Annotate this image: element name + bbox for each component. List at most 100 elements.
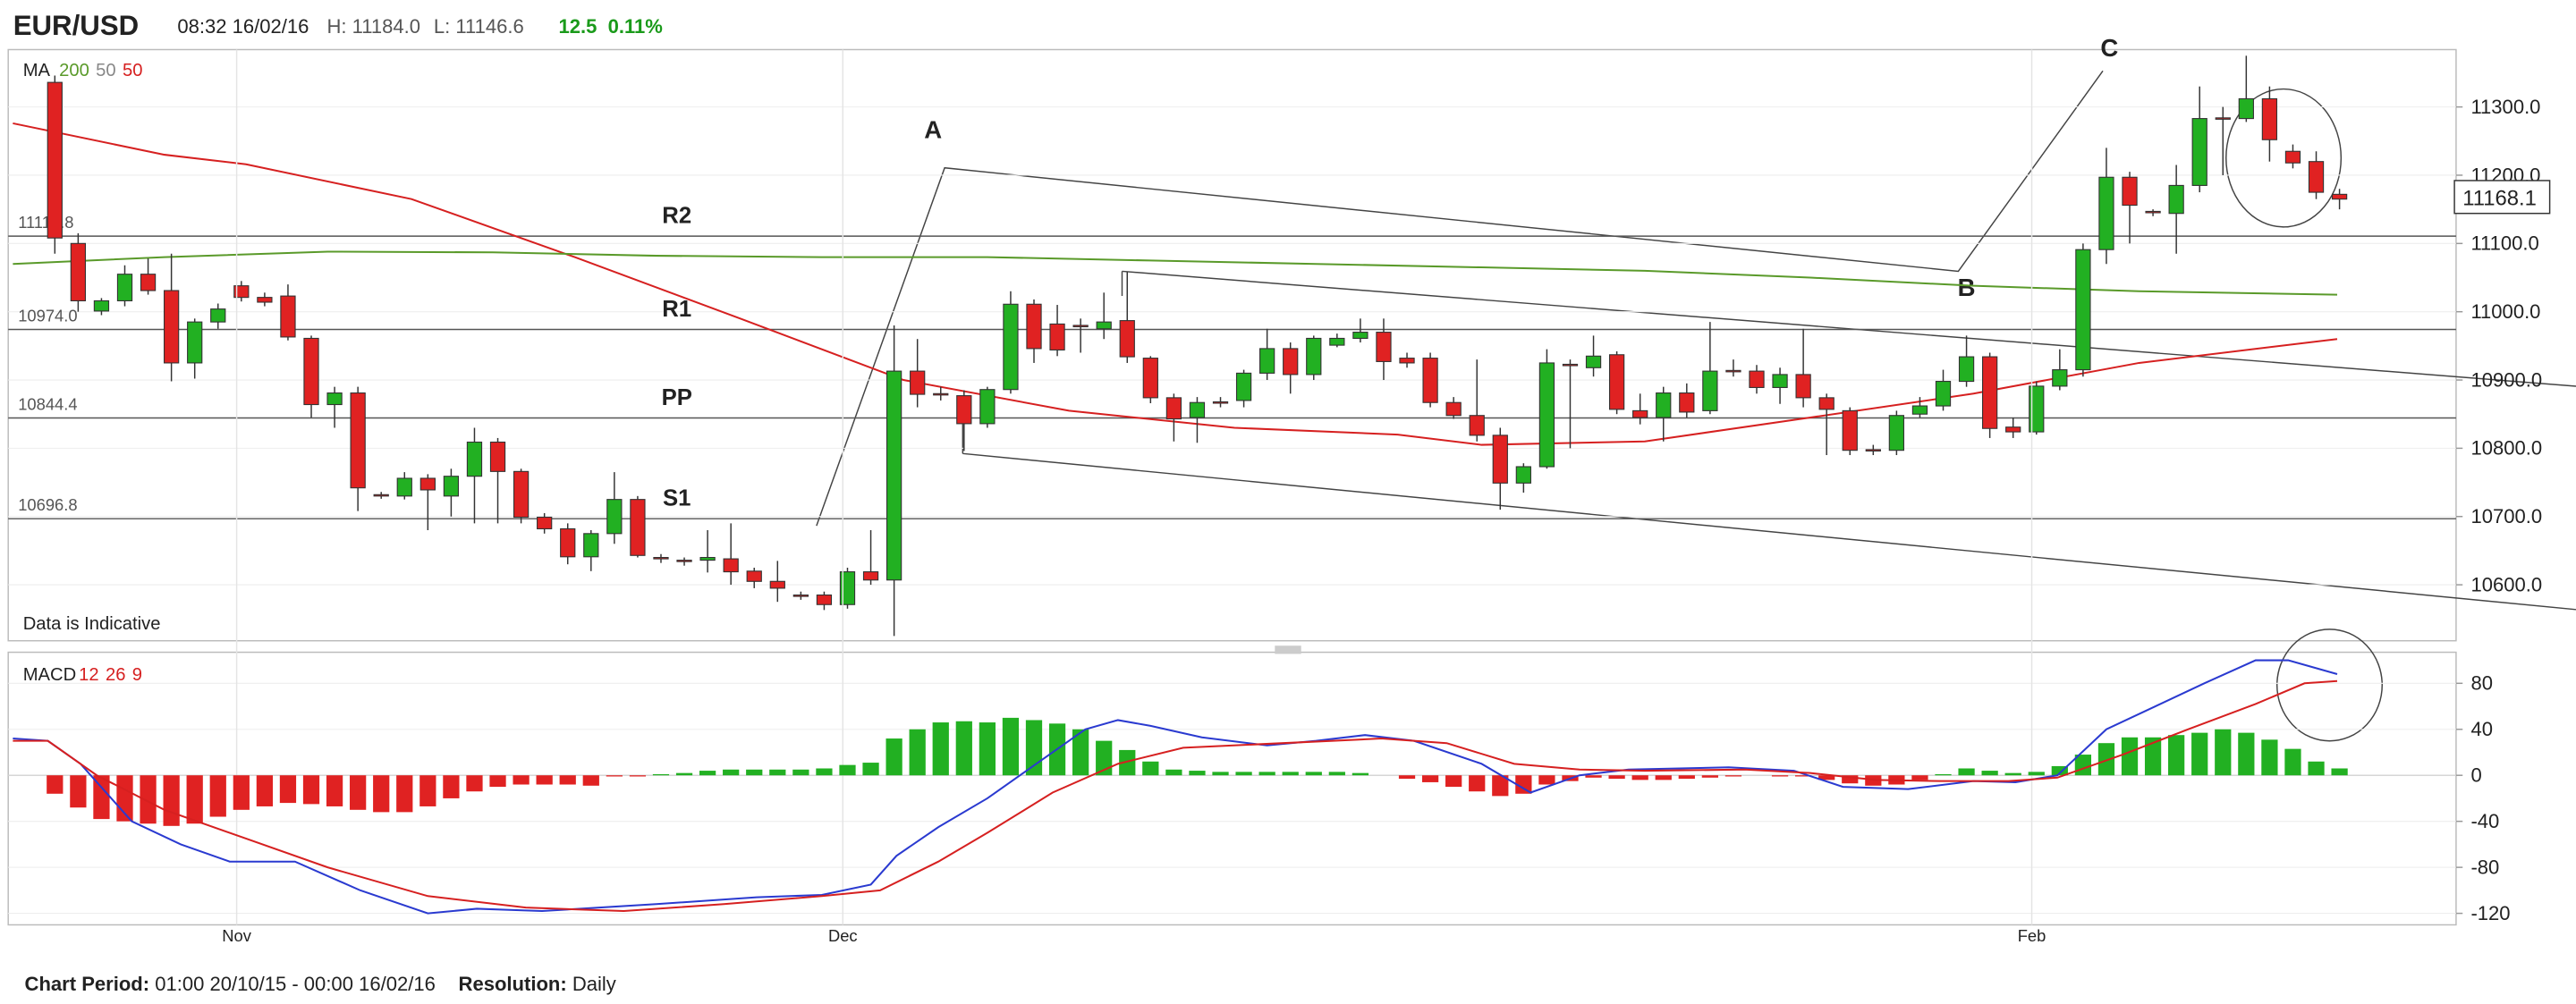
- candle-body: [1165, 397, 1182, 420]
- macd-histogram-bar: [2215, 729, 2232, 776]
- x-tick-label: Nov: [222, 926, 251, 945]
- candle-body: [1096, 321, 1112, 330]
- candle-body: [2052, 369, 2068, 387]
- price-pane: [7, 48, 2457, 642]
- candle-body: [2284, 150, 2301, 164]
- candle-body: [1003, 303, 1019, 391]
- macd-histogram-bar: [2121, 737, 2139, 776]
- candle-body: [47, 81, 63, 239]
- low: L: 11146.6: [434, 15, 524, 38]
- macd-histogram-bar: [1631, 775, 1648, 780]
- candle-body: [1422, 358, 1438, 403]
- macd-histogram-bar: [652, 773, 670, 776]
- macd-histogram-bar: [302, 775, 320, 805]
- candle-body: [1352, 332, 1368, 340]
- candle-body: [676, 560, 692, 562]
- candle-body: [933, 392, 949, 396]
- macd-histogram-bar: [1282, 772, 1299, 776]
- y-tick-label: 10600.0: [2470, 573, 2542, 595]
- macd-histogram-bar: [2238, 732, 2255, 776]
- candle-body: [1469, 415, 1485, 436]
- y-tick-label: 10700.0: [2470, 505, 2542, 527]
- candle-body: [2075, 249, 2091, 371]
- candle-body: [326, 392, 343, 406]
- pane-splitter[interactable]: [1275, 645, 1301, 654]
- macd-histogram-bar: [1189, 771, 1206, 776]
- macd-pane: [7, 651, 2457, 926]
- macd-histogram-bar: [1492, 775, 1509, 797]
- y-tick-label: 10900.0: [2470, 368, 2542, 391]
- macd-histogram-bar: [723, 769, 740, 776]
- candle-body: [1702, 370, 1718, 411]
- macd-histogram-bar: [489, 775, 506, 788]
- macd-histogram-bar: [2028, 772, 2045, 776]
- candle-body: [1306, 337, 1322, 375]
- candle-body: [2331, 193, 2348, 200]
- macd-legend: MACD: [23, 665, 76, 685]
- candle-body: [2145, 210, 2161, 214]
- resolution-label: Resolution:: [459, 973, 567, 995]
- y-tick-label: -40: [2470, 810, 2499, 832]
- candle-body: [2005, 426, 2021, 433]
- macd-legend-title: MACD: [23, 665, 76, 685]
- macd-histogram-bar: [2284, 748, 2301, 776]
- macd-histogram-bar: [675, 772, 693, 776]
- macd-histogram-bar: [1655, 775, 1672, 780]
- macd-histogram-bar: [209, 775, 226, 817]
- change: 12.5: [558, 15, 597, 38]
- macd-histogram-bar: [2308, 761, 2325, 776]
- candle-body: [466, 441, 483, 477]
- macd-histogram-bar: [1328, 772, 1345, 776]
- candle-body: [560, 527, 576, 558]
- macd-histogram-bar: [466, 775, 483, 792]
- candle-body: [1958, 356, 1975, 383]
- candle-body: [2261, 97, 2278, 140]
- macd-histogram-bar: [1212, 772, 1229, 776]
- candle-body: [816, 594, 833, 605]
- macd-histogram-bar: [1025, 720, 1043, 776]
- pivot-name: R2: [662, 203, 691, 228]
- macd-histogram-bar: [1445, 775, 1462, 788]
- candle-body: [419, 477, 436, 491]
- macd-histogram-bar: [1724, 775, 1742, 777]
- macd-histogram-bar: [233, 775, 250, 810]
- macd-histogram-bar: [1142, 761, 1159, 776]
- pivot-value: 11110.8: [18, 213, 73, 232]
- candle-body: [1259, 348, 1275, 374]
- candle-body: [1749, 370, 1765, 388]
- legend-item: 26: [106, 665, 125, 685]
- macd-line: [13, 679, 2338, 913]
- channel-upper: [1122, 270, 2576, 387]
- macd-histogram-bar: [582, 775, 599, 786]
- candle-body: [1795, 374, 1811, 399]
- legend-item: 9: [132, 665, 142, 685]
- macd-histogram-bar: [769, 769, 786, 776]
- macd-histogram-bar: [2331, 768, 2348, 776]
- time: 08:32 16/02/16: [177, 15, 309, 38]
- y-tick-label: 0: [2470, 764, 2481, 787]
- macd-histogram-bar: [1352, 772, 1369, 776]
- macd-histogram-bar: [1538, 775, 1555, 785]
- pivot-name: S1: [663, 485, 691, 510]
- candle-body: [70, 242, 87, 302]
- pivot-value: 10844.4: [18, 394, 77, 413]
- moving-average: [13, 250, 2338, 296]
- legend-items: 200 50 50: [59, 61, 142, 80]
- macd-histogram-bar: [70, 775, 87, 808]
- candle-body: [1283, 348, 1299, 375]
- macd-histogram-bar: [1258, 772, 1275, 776]
- candle-body: [1911, 405, 1928, 415]
- candle-body: [606, 499, 623, 535]
- candle-body: [1072, 325, 1089, 328]
- candle-body: [2308, 161, 2325, 193]
- legend-item: 200: [59, 61, 89, 80]
- y-tick-label: 10800.0: [2470, 437, 2542, 460]
- y-tick-label: 11100.0: [2470, 232, 2538, 255]
- macd-histogram-bar: [699, 771, 716, 776]
- macd-histogram-bar: [1096, 740, 1113, 776]
- candle-body: [303, 337, 319, 406]
- macd-histogram-bar: [1958, 768, 1975, 776]
- annotation: A: [924, 116, 942, 144]
- pivot-name: PP: [662, 385, 692, 410]
- candle-body: [443, 476, 460, 497]
